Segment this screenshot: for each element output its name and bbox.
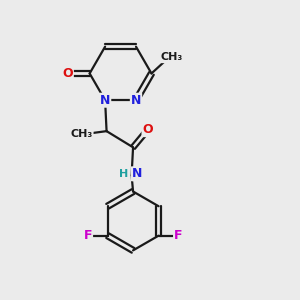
Text: F: F bbox=[84, 229, 92, 242]
Text: CH₃: CH₃ bbox=[70, 129, 93, 139]
Text: O: O bbox=[62, 67, 73, 80]
Text: N: N bbox=[100, 94, 110, 107]
Text: N: N bbox=[131, 94, 141, 107]
Text: N: N bbox=[132, 167, 142, 180]
Text: O: O bbox=[142, 123, 153, 136]
Text: H: H bbox=[119, 169, 128, 179]
Text: CH₃: CH₃ bbox=[161, 52, 183, 62]
Text: F: F bbox=[174, 229, 182, 242]
